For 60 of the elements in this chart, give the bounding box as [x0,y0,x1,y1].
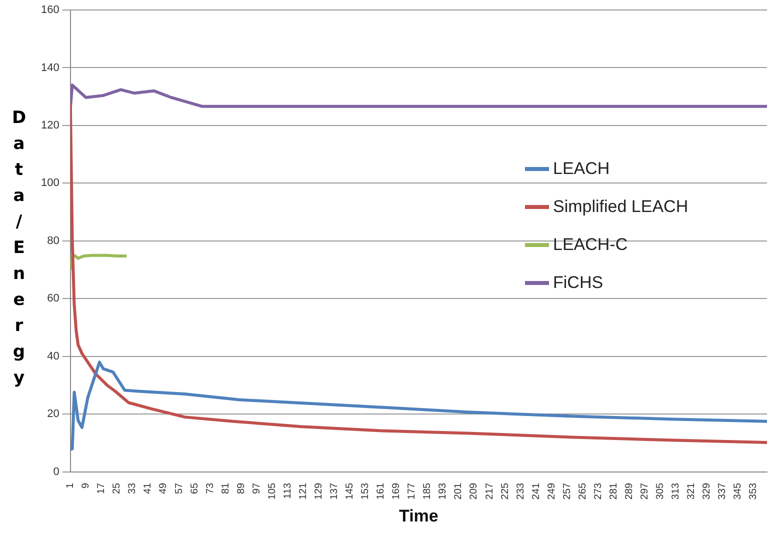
x-tick-label: 97 [251,482,262,494]
x-tick-label: 201 [453,482,464,500]
x-tick-label: 305 [655,482,666,500]
x-tick-label: 169 [391,482,402,500]
x-tick-label: 177 [406,482,418,500]
x-tick-label: 105 [266,482,278,500]
legend-label: FiCHS [553,273,604,293]
x-tick-label: 329 [702,482,713,500]
x-tick-label: 17 [96,482,108,494]
y-tick-label: 160 [40,4,60,16]
x-tick-label: 137 [329,482,340,500]
x-tick-label: 121 [298,482,309,500]
x-tick-label: 9 [80,482,92,488]
x-tick-label: 217 [484,482,496,500]
text: Data/Energy [12,108,26,388]
legend-label: LEACH-C [553,235,628,255]
x-axis-title: Time [398,506,438,526]
x-tick-label: 225 [500,482,511,500]
y-tick-label: 60 [47,292,60,305]
x-tick-label: 65 [189,482,200,494]
legend-label: LEACH [553,159,610,179]
x-tick-label: 185 [422,482,434,500]
y-tick-label: 80 [47,234,60,247]
x-tick-label: 145 [344,482,356,500]
x-tick-label: 113 [282,482,294,499]
x-tick-label: 161 [376,482,387,500]
x-tick-label: 233 [515,482,526,500]
x-tick-label: 257 [562,482,573,500]
x-tick-label: 321 [686,482,698,500]
y-tick-label: 20 [47,408,60,420]
x-tick-label: 337 [717,482,728,500]
y-tick-label: 120 [40,120,60,132]
x-tick-label: 129 [313,482,324,500]
x-tick-label: 25 [112,482,123,494]
x-tick-label: 209 [468,482,480,500]
x-tick-label: 73 [204,482,216,494]
x-tick-label: 281 [608,482,620,500]
x-tick-label: 313 [670,482,682,500]
y-tick-label: 100 [40,177,60,190]
x-tick-label: 193 [438,482,449,500]
x-tick-label: 89 [236,482,247,494]
x-tick-label: 273 [592,482,604,500]
x-tick-label: 153 [360,482,372,500]
x-tick-label: 241 [530,482,542,500]
x-tick-label: 33 [127,482,138,494]
x-tick-label: 265 [577,482,588,500]
x-tick-label: 353 [748,482,760,500]
x-tick-label: 297 [639,482,650,500]
x-tick-label: 41 [142,482,154,494]
y-tick-label: 40 [47,350,60,362]
x-tick-label: 81 [220,482,232,494]
y-tick-label: 140 [40,62,60,74]
y-tick-label: 0 [53,466,60,478]
legend-label: Simplified LEACH [553,197,688,217]
x-tick-label: 1 [65,482,76,488]
x-tick-label: 49 [158,482,170,494]
x-tick-label: 345 [732,482,744,500]
x-tick-label: 249 [546,482,558,500]
x-tick-label: 289 [624,482,635,500]
x-tick-label: 57 [174,482,185,494]
